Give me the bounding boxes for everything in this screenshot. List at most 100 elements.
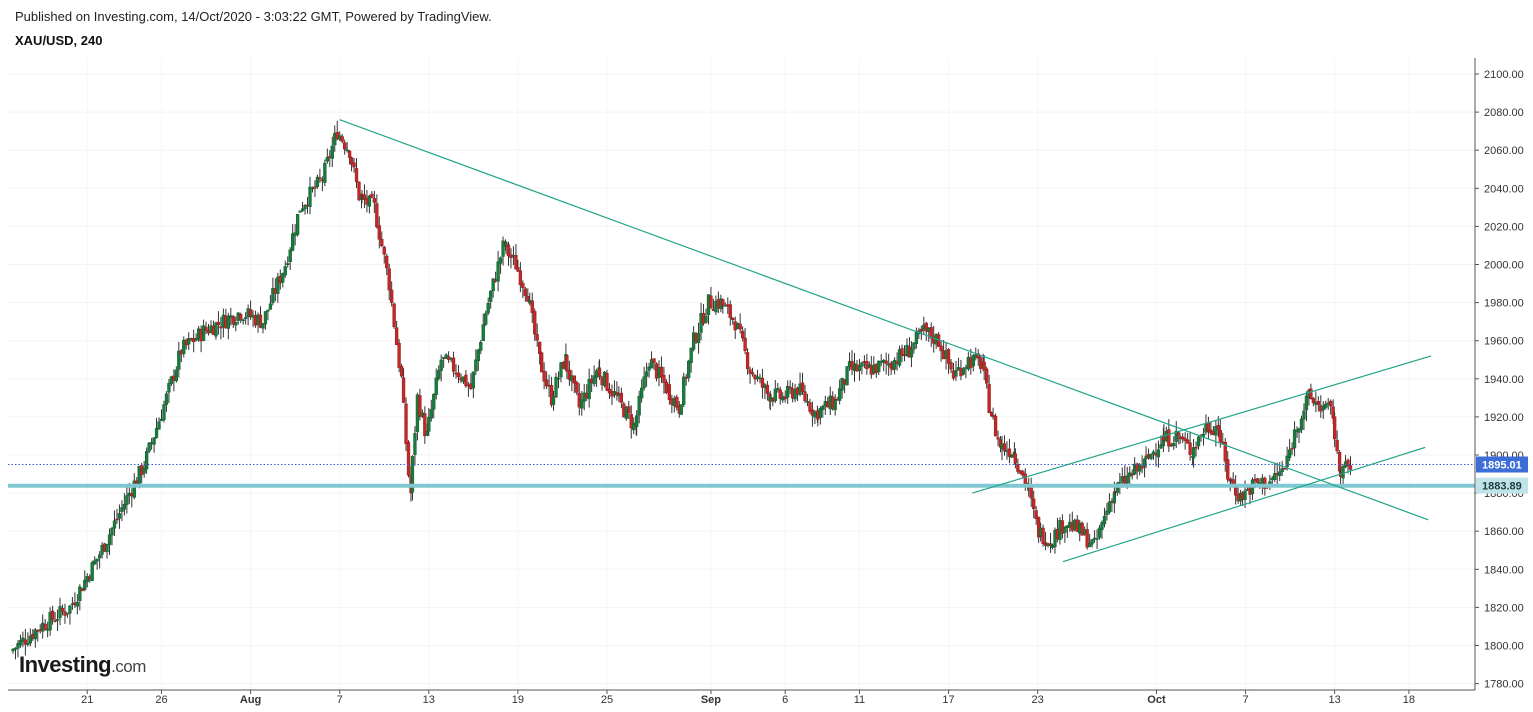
candle [1156, 440, 1161, 468]
candle [1181, 433, 1185, 443]
candle [985, 366, 989, 389]
candle [429, 399, 433, 422]
candle [649, 351, 654, 369]
channel-upper[interactable] [972, 355, 1432, 494]
candle [1002, 435, 1007, 456]
candle [773, 380, 777, 404]
candle [838, 379, 842, 405]
candle [551, 390, 556, 411]
candle [354, 157, 359, 189]
candle [177, 341, 181, 378]
candle [16, 640, 20, 658]
candle [55, 609, 60, 632]
candle [587, 368, 591, 408]
candle [1016, 458, 1020, 474]
candle [288, 247, 292, 271]
x-tick-label: Aug [240, 694, 261, 706]
candle [912, 342, 916, 354]
candle [281, 272, 285, 288]
candle [1299, 415, 1304, 434]
y-tick-label: 1920.00 [1484, 412, 1524, 424]
candle [1087, 533, 1092, 548]
y-tick-label: 1980.00 [1484, 298, 1524, 310]
investing-logo: Investing.com [19, 652, 146, 678]
candle [286, 256, 290, 268]
candle [406, 440, 411, 478]
candle [110, 526, 114, 546]
candle [456, 365, 461, 384]
candle [382, 245, 386, 264]
candle [538, 341, 542, 365]
candle [147, 441, 151, 454]
candle [194, 333, 198, 342]
candle [1102, 507, 1107, 528]
candle [496, 250, 500, 292]
y-tick-label: 1960.00 [1484, 336, 1524, 348]
candle [464, 369, 468, 388]
candle [318, 168, 322, 183]
candle [83, 570, 87, 592]
candle [675, 394, 679, 411]
candle [971, 353, 975, 372]
candle [439, 354, 443, 382]
candle [1063, 525, 1067, 543]
candle [437, 365, 441, 381]
candle [154, 417, 159, 439]
candle [640, 379, 644, 403]
candle [740, 326, 745, 342]
chart-gridlines [8, 58, 1475, 690]
descending-trendline[interactable] [339, 119, 1429, 521]
candle [731, 316, 735, 325]
candle [1060, 514, 1065, 539]
candle [345, 141, 349, 153]
candle [372, 190, 377, 213]
price-axis[interactable]: 2100.00 2080.00 2060.00 2040.00 2020.00 2000.… [1475, 69, 1524, 691]
candle [696, 322, 701, 354]
x-tick-label: 7 [1242, 694, 1248, 706]
candle [1172, 436, 1176, 450]
candle [33, 628, 37, 648]
candle [142, 461, 146, 478]
candle [43, 619, 47, 631]
y-tick-label: 2020.00 [1484, 221, 1524, 233]
channel-lower[interactable] [1062, 446, 1426, 563]
candle [565, 355, 569, 379]
candle [642, 366, 646, 391]
candle [214, 321, 218, 340]
candle [788, 380, 792, 395]
candle [481, 313, 485, 341]
candle [298, 210, 302, 213]
time-axis[interactable]: 21 26 Aug 7 13 19 25 Sep 6 11 17 23 Oct 7 13 18 [81, 690, 1415, 706]
candle [1085, 522, 1089, 550]
candle [1191, 439, 1196, 468]
candle [1335, 430, 1339, 454]
candle [1090, 539, 1094, 548]
candle [627, 400, 631, 419]
candle [352, 158, 356, 173]
candle [390, 281, 394, 307]
y-tick-label: 1820.00 [1484, 602, 1524, 614]
candlestick-series [11, 120, 1353, 660]
candle [432, 393, 436, 419]
candle [533, 308, 537, 341]
candle [647, 362, 651, 378]
current-price-label: 1895.01 [1482, 460, 1522, 472]
candle [728, 300, 732, 326]
candle [1194, 441, 1198, 457]
x-tick-label: 13 [423, 694, 435, 706]
candle [1105, 502, 1109, 521]
candle [1080, 521, 1084, 536]
candle [58, 597, 62, 626]
candle [95, 558, 99, 570]
candle [1174, 421, 1178, 448]
candle [303, 204, 307, 215]
candle [1297, 427, 1301, 444]
candle [987, 374, 991, 414]
candle [800, 372, 805, 395]
candle [850, 350, 854, 376]
symbol-title: XAU/USD, 240 [15, 33, 103, 48]
support-price-label: 1883.89 [1482, 481, 1522, 493]
candle [446, 351, 451, 363]
candle [738, 313, 742, 334]
